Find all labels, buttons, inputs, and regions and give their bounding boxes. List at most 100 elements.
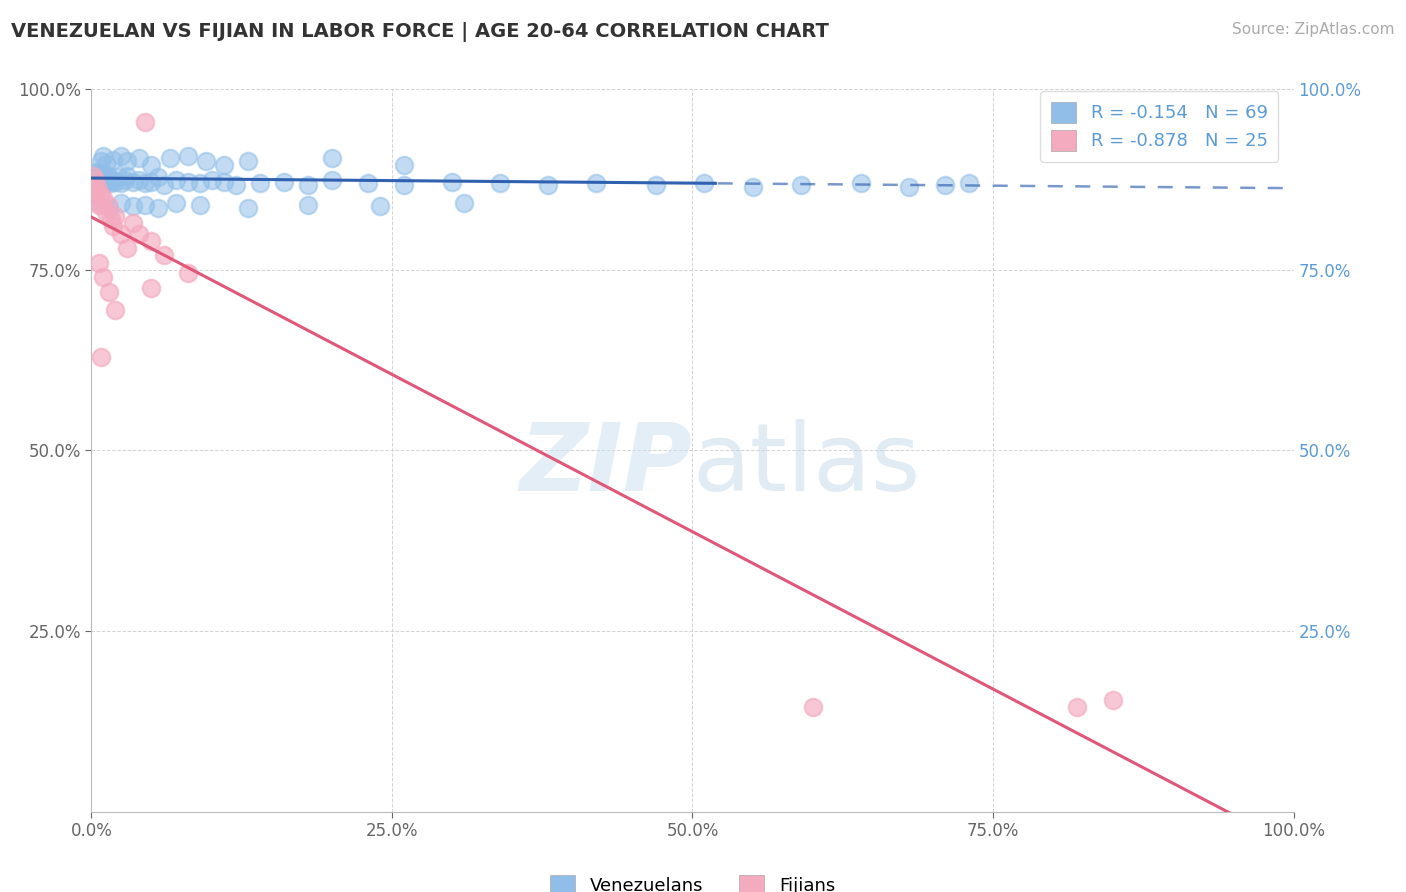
Point (93, 191, 115, 205)
Legend: Venezuelans, Fijians: Venezuelans, Fijians (543, 868, 842, 892)
Point (100, 176, 122, 190)
Point (236, 154, 259, 169)
Point (152, 248, 174, 262)
Text: Source: ZipAtlas.com: Source: ZipAtlas.com (1232, 22, 1395, 37)
Point (297, 178, 319, 192)
Point (87, 255, 110, 269)
Point (693, 176, 716, 190)
Point (188, 198, 211, 212)
Point (453, 196, 475, 211)
Point (801, 700, 824, 714)
Point (110, 196, 132, 211)
Point (84, 172, 107, 186)
Point (93, 168, 115, 182)
Point (84, 169, 107, 183)
Point (146, 170, 169, 185)
Point (741, 179, 763, 194)
Point (117, 169, 139, 183)
Point (90, 172, 112, 186)
Point (789, 178, 811, 192)
Point (128, 172, 150, 186)
Text: atlas: atlas (692, 419, 921, 511)
Point (146, 202, 169, 216)
Point (98, 172, 121, 186)
Point (93, 270, 115, 285)
Point (101, 153, 124, 167)
Point (849, 176, 872, 190)
Point (110, 227, 132, 241)
Point (321, 172, 343, 186)
Point (141, 234, 163, 248)
Point (489, 176, 512, 190)
Point (83, 183, 105, 197)
Point (87, 198, 110, 212)
Point (97, 198, 120, 212)
Point (84, 165, 107, 179)
Point (104, 209, 127, 223)
Point (392, 178, 415, 192)
Point (110, 149, 132, 163)
Point (87, 175, 110, 189)
Point (83, 179, 105, 194)
Text: VENEZUELAN VS FIJIAN IN LABOR FORCE | AGE 20-64 CORRELATION CHART: VENEZUELAN VS FIJIAN IN LABOR FORCE | AG… (11, 22, 830, 42)
Point (84, 172, 107, 186)
Point (897, 179, 920, 194)
Point (91, 175, 114, 189)
Point (82, 194, 104, 209)
Point (141, 158, 163, 172)
Point (101, 219, 124, 234)
Point (114, 172, 136, 186)
Point (86, 179, 108, 194)
Point (165, 196, 187, 211)
Point (98, 202, 121, 216)
Point (84, 176, 107, 190)
Point (97, 169, 120, 183)
Point (122, 199, 145, 213)
Point (90, 350, 112, 364)
Point (134, 198, 156, 212)
Point (934, 178, 956, 192)
Point (89, 186, 111, 201)
Point (93, 149, 115, 163)
Point (101, 172, 124, 186)
Point (84, 172, 107, 186)
Point (141, 281, 163, 295)
Point (201, 172, 224, 186)
Point (89, 172, 111, 186)
Point (212, 158, 235, 172)
Point (86, 170, 108, 185)
Point (83, 183, 105, 197)
Point (128, 227, 150, 241)
Point (86, 176, 108, 190)
Point (82, 186, 104, 201)
Point (91, 170, 114, 185)
Point (93, 176, 115, 190)
Point (176, 175, 198, 189)
Point (957, 176, 980, 190)
Point (104, 302, 127, 317)
Point (273, 175, 295, 189)
Point (134, 114, 156, 128)
Point (194, 154, 217, 169)
Point (83, 176, 105, 190)
Point (117, 154, 139, 169)
Point (96, 175, 118, 189)
Point (537, 178, 560, 192)
Point (212, 175, 235, 189)
Point (249, 176, 271, 190)
Point (368, 199, 391, 213)
Point (90, 198, 112, 212)
Point (128, 151, 150, 165)
Point (82, 169, 104, 183)
Point (100, 212, 122, 227)
Point (107, 170, 129, 185)
Point (440, 175, 463, 189)
Point (176, 267, 198, 281)
Point (104, 175, 127, 189)
Point (392, 158, 415, 172)
Point (165, 172, 187, 186)
Point (117, 241, 139, 255)
Point (141, 175, 163, 189)
Point (87, 178, 110, 192)
Point (159, 151, 181, 165)
